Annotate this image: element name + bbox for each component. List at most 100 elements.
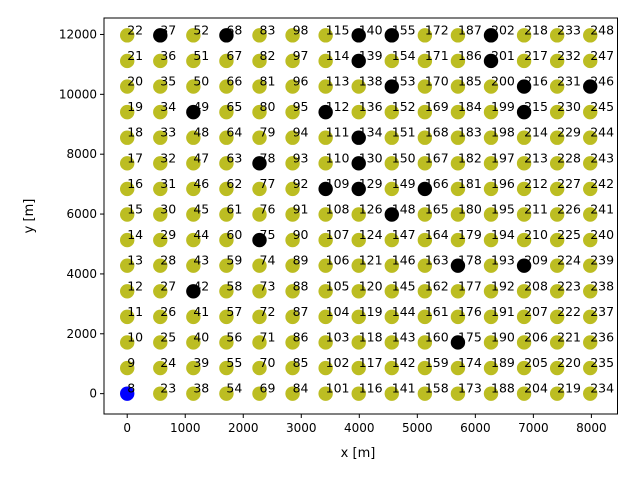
data-point	[450, 104, 466, 120]
data-point	[351, 232, 366, 248]
data-point	[252, 181, 267, 197]
data-point	[417, 284, 433, 299]
data-point	[120, 207, 135, 222]
point-label: 95	[293, 99, 309, 114]
data-point	[153, 335, 168, 350]
point-label: 10	[127, 329, 143, 344]
x-tick-label: 8000	[576, 421, 607, 435]
point-label: 116	[359, 381, 383, 396]
data-point-highlighted	[450, 258, 466, 273]
data-point	[186, 181, 201, 197]
data-point	[450, 181, 466, 197]
data-point	[186, 258, 201, 273]
data-point	[120, 28, 135, 43]
point-label: 54	[226, 381, 242, 396]
point-label: 114	[326, 48, 350, 63]
point-label: 66	[226, 74, 242, 89]
data-point	[549, 207, 565, 222]
point-label: 41	[193, 304, 209, 319]
point-label: 70	[260, 355, 276, 370]
data-point	[516, 360, 532, 376]
point-label: 198	[491, 125, 515, 140]
point-label: 23	[160, 381, 176, 396]
data-point	[252, 386, 267, 401]
point-label: 13	[127, 253, 143, 268]
data-point	[219, 258, 234, 273]
data-point-highlighted	[252, 156, 267, 171]
point-label: 78	[260, 150, 276, 165]
point-label: 175	[458, 329, 482, 344]
data-point-highlighted	[384, 79, 399, 94]
data-point	[583, 386, 598, 401]
point-label: 213	[524, 150, 548, 165]
data-point	[483, 79, 499, 94]
data-point	[252, 284, 267, 299]
point-label: 173	[458, 381, 482, 396]
data-point	[153, 360, 168, 376]
data-point	[549, 156, 565, 171]
point-label: 62	[226, 176, 242, 191]
point-label: 168	[425, 125, 449, 140]
data-point	[516, 53, 532, 69]
data-point	[186, 156, 201, 171]
point-label: 200	[491, 74, 515, 89]
point-label: 47	[193, 150, 209, 165]
point-label: 145	[392, 278, 416, 293]
point-label: 222	[557, 304, 581, 319]
data-point	[516, 335, 532, 350]
data-point	[583, 309, 598, 325]
point-label: 143	[392, 329, 416, 344]
point-label: 243	[590, 150, 614, 165]
y-tick-label: 4000	[66, 267, 97, 281]
point-label: 239	[590, 253, 614, 268]
data-point	[384, 156, 399, 171]
data-point	[417, 53, 433, 69]
point-label: 248	[590, 22, 614, 37]
point-label: 202	[491, 22, 515, 37]
data-point	[318, 309, 333, 325]
point-label: 124	[359, 227, 383, 242]
data-point	[120, 104, 135, 120]
x-tick-label: 1000	[170, 421, 201, 435]
data-point	[583, 156, 598, 171]
data-point	[583, 232, 598, 248]
point-label: 195	[491, 202, 515, 217]
data-point	[120, 335, 135, 350]
data-point	[285, 130, 300, 145]
point-label: 33	[160, 125, 176, 140]
point-label: 187	[458, 22, 482, 37]
data-point	[583, 130, 598, 145]
data-point	[483, 207, 499, 222]
data-point-highlighted	[318, 181, 333, 197]
point-label: 46	[193, 176, 209, 191]
data-point	[153, 79, 168, 94]
data-point	[450, 386, 466, 401]
point-label: 86	[293, 329, 309, 344]
point-label: 191	[491, 304, 515, 319]
data-point	[549, 335, 565, 350]
point-label: 219	[557, 381, 581, 396]
point-label: 176	[458, 304, 482, 319]
data-point	[450, 53, 466, 69]
point-label: 215	[524, 99, 548, 114]
point-label: 245	[590, 99, 614, 114]
data-point	[483, 335, 499, 350]
point-label: 20	[127, 74, 143, 89]
data-point	[186, 79, 201, 94]
point-label: 130	[359, 150, 383, 165]
data-point	[516, 284, 532, 299]
point-label: 79	[260, 125, 276, 140]
point-label: 105	[326, 278, 350, 293]
point-label: 36	[160, 48, 176, 63]
y-tick-label: 2000	[66, 327, 97, 341]
data-point	[285, 79, 300, 94]
point-label: 194	[491, 227, 515, 242]
point-label: 91	[293, 202, 309, 217]
data-point	[219, 386, 234, 401]
data-point	[483, 232, 499, 248]
point-label: 87	[293, 304, 309, 319]
point-label: 233	[557, 22, 581, 37]
data-point	[549, 181, 565, 197]
point-label: 208	[524, 278, 548, 293]
